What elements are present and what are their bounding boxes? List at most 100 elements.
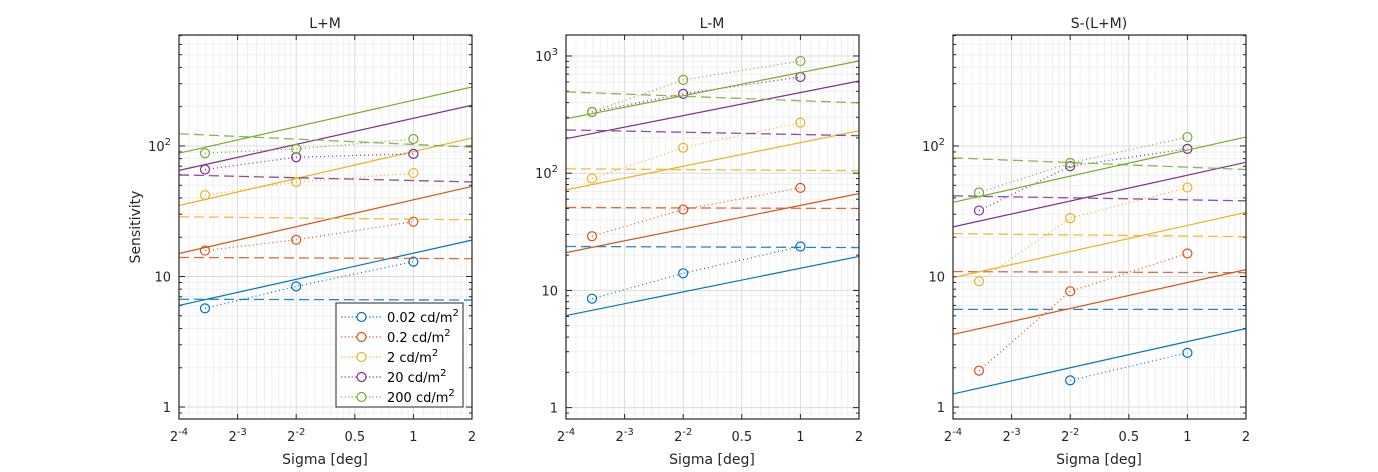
data-point-marker (586, 106, 598, 118)
plot-area (179, 86, 472, 314)
x-tick-label: 2 (1242, 430, 1250, 445)
solid-fit-line (566, 60, 859, 120)
solid-fit-line (566, 255, 859, 317)
dashed-model-line (179, 174, 472, 183)
dashed-model-line (953, 157, 1246, 171)
data-point-marker (291, 143, 302, 154)
measured-dotted-line (204, 172, 414, 196)
data-point-marker (586, 231, 598, 242)
dashed-model-line (179, 298, 472, 301)
x-tick-label: 1 (796, 430, 804, 445)
grid (952, 35, 1247, 419)
tick-base: 2 (944, 430, 952, 445)
legend-entry: 0.02 cd/m2 (341, 308, 459, 326)
dashed-model-line (566, 129, 859, 137)
tick-exponent: 2 (939, 137, 945, 148)
legend-label: 2 cd/m2 (387, 348, 438, 366)
solid-fit-line (179, 239, 472, 307)
plot-area (953, 131, 1246, 395)
series-20-cd-m2 (179, 104, 472, 183)
x-tick-label: 2-3 (1002, 427, 1020, 445)
tick-base: 10 (535, 167, 552, 182)
legend-marker (356, 391, 367, 403)
data-point-marker (291, 176, 302, 188)
solid-fit-line (179, 104, 472, 171)
series-200-cd-m2 (179, 86, 472, 159)
tick-base: 2 (228, 430, 236, 445)
data-point-marker (795, 241, 806, 252)
legend-label-superscript: 2 (432, 348, 438, 359)
measured-dotted-line (591, 60, 801, 113)
tick-base: 2 (1002, 430, 1010, 445)
data-point-marker (408, 216, 419, 227)
x-tick-label: 2-3 (615, 427, 633, 445)
tick-exponent: -4 (565, 427, 575, 438)
legend-label: 0.02 cd/m2 (387, 308, 459, 326)
dashed-model-line (566, 168, 859, 172)
solid-fit-line (953, 268, 1246, 336)
data-point-marker (586, 293, 598, 304)
series-200-cd-m2 (566, 55, 859, 120)
series-2-cd-m2 (179, 137, 472, 221)
data-point-marker (973, 187, 985, 198)
panel-title: S-(L+M) (1071, 16, 1127, 32)
series-2-cd-m2 (953, 182, 1246, 287)
series-0-2-cd-m2 (953, 248, 1246, 376)
measured-dotted-line (978, 252, 1188, 372)
measured-dotted-line (591, 76, 801, 113)
y-tick-label: 1 (937, 401, 945, 416)
data-point-marker (199, 148, 211, 159)
legend-marker (356, 371, 367, 383)
dashed-model-line (953, 195, 1246, 202)
tick-base: 2 (170, 430, 178, 445)
data-point-marker (678, 268, 689, 279)
legend-label-text: 20 cd/m (387, 371, 440, 386)
tick-exponent: 2 (165, 137, 171, 148)
legend-label: 20 cd/m2 (387, 368, 447, 386)
tick-exponent: -2 (295, 427, 305, 438)
series-0-02-cd-m2 (953, 308, 1246, 395)
panel-title: L-M (700, 16, 725, 32)
series-0-02-cd-m2 (179, 239, 472, 314)
data-point-marker (199, 164, 211, 175)
measured-dotted-line (591, 122, 801, 180)
legend-label-superscript: 2 (448, 388, 454, 399)
data-point-marker (678, 74, 689, 86)
solid-fit-line (953, 136, 1246, 203)
data-point-marker (586, 173, 598, 184)
legend-label-superscript: 2 (444, 328, 450, 339)
axes-box (178, 34, 473, 420)
data-point-marker (795, 182, 806, 193)
tick-exponent: -2 (1069, 427, 1079, 438)
x-axis-label: Sigma [deg] (669, 452, 755, 468)
tick-base: 2 (1061, 430, 1069, 445)
x-tick-label: 2-2 (1061, 427, 1079, 445)
legend-label-text: 200 cd/m (387, 391, 448, 406)
dashed-model-line (566, 206, 859, 210)
dashed-model-line (953, 232, 1246, 238)
tick-base: 2 (557, 430, 565, 445)
x-tick-label: 2-4 (557, 427, 575, 445)
data-point-marker (678, 88, 689, 99)
legend-label: 0.2 cd/m2 (387, 328, 451, 346)
data-point-marker (795, 55, 806, 67)
data-point-marker (1182, 347, 1193, 358)
solid-fit-line (179, 185, 472, 255)
axes-box (952, 34, 1247, 420)
data-point-marker (795, 117, 806, 128)
series-200-cd-m2 (953, 131, 1246, 203)
x-tick-label: 1 (1183, 430, 1191, 445)
data-point-marker (1065, 213, 1076, 224)
data-point-marker (199, 303, 211, 314)
data-point-marker (408, 148, 419, 159)
tick-exponent: 2 (552, 164, 558, 175)
series-0-2-cd-m2 (179, 185, 472, 260)
data-point-marker (1182, 182, 1193, 193)
data-point-marker (1182, 131, 1193, 143)
y-tick-label: 102 (148, 137, 171, 155)
tick-base: 2 (674, 430, 682, 445)
solid-fit-line (566, 192, 859, 254)
tick-exponent: -4 (952, 427, 962, 438)
